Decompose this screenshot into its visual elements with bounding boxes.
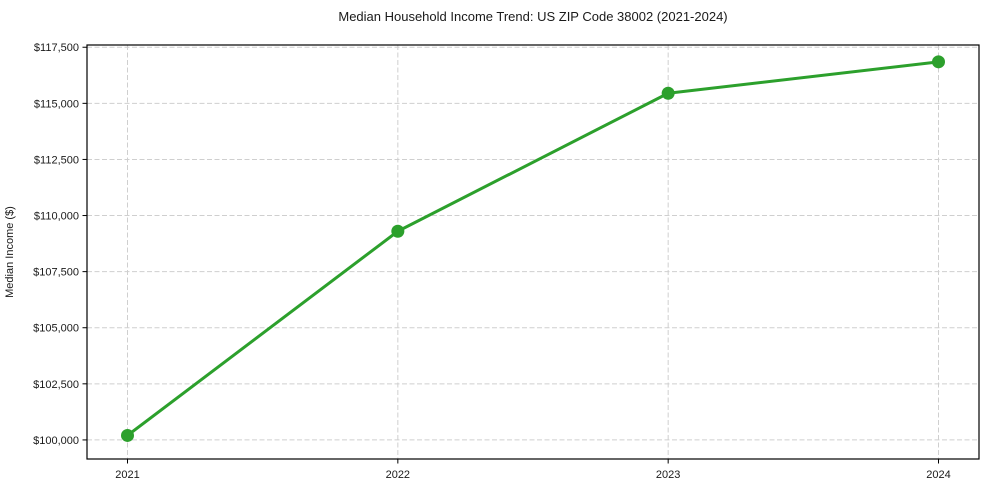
y-tick-label: $117,500: [34, 42, 79, 54]
series-layer: [121, 55, 945, 442]
y-tick-label: $112,500: [34, 154, 79, 166]
y-tick-label: $100,000: [33, 435, 79, 447]
y-tick-label: $115,000: [34, 98, 79, 110]
y-axis-label: Median Income ($): [4, 206, 16, 298]
axis-layer: [82, 44, 980, 464]
x-tick-label: 2024: [926, 469, 950, 481]
data-point-marker: [661, 86, 675, 100]
data-point-marker: [391, 224, 405, 238]
x-tick-label: 2023: [656, 469, 680, 481]
tick-label-layer: $100,000 $102,500 $105,000 $107,500 $110,000…: [33, 42, 951, 481]
y-tick-label: $102,500: [33, 379, 79, 391]
x-tick-label: 2022: [386, 469, 410, 481]
y-tick-label: $105,000: [33, 323, 79, 335]
grid-layer: [87, 45, 979, 459]
y-tick-label: $110,000: [34, 211, 79, 223]
chart-title: Median Household Income Trend: US ZIP Co…: [338, 9, 727, 24]
x-tick-label: 2021: [115, 469, 139, 481]
data-point-marker: [121, 428, 134, 442]
plot-border: [86, 44, 980, 460]
y-tick-label: $107,500: [33, 267, 79, 279]
data-point-marker: [932, 55, 945, 69]
trend-line: [126, 60, 940, 437]
